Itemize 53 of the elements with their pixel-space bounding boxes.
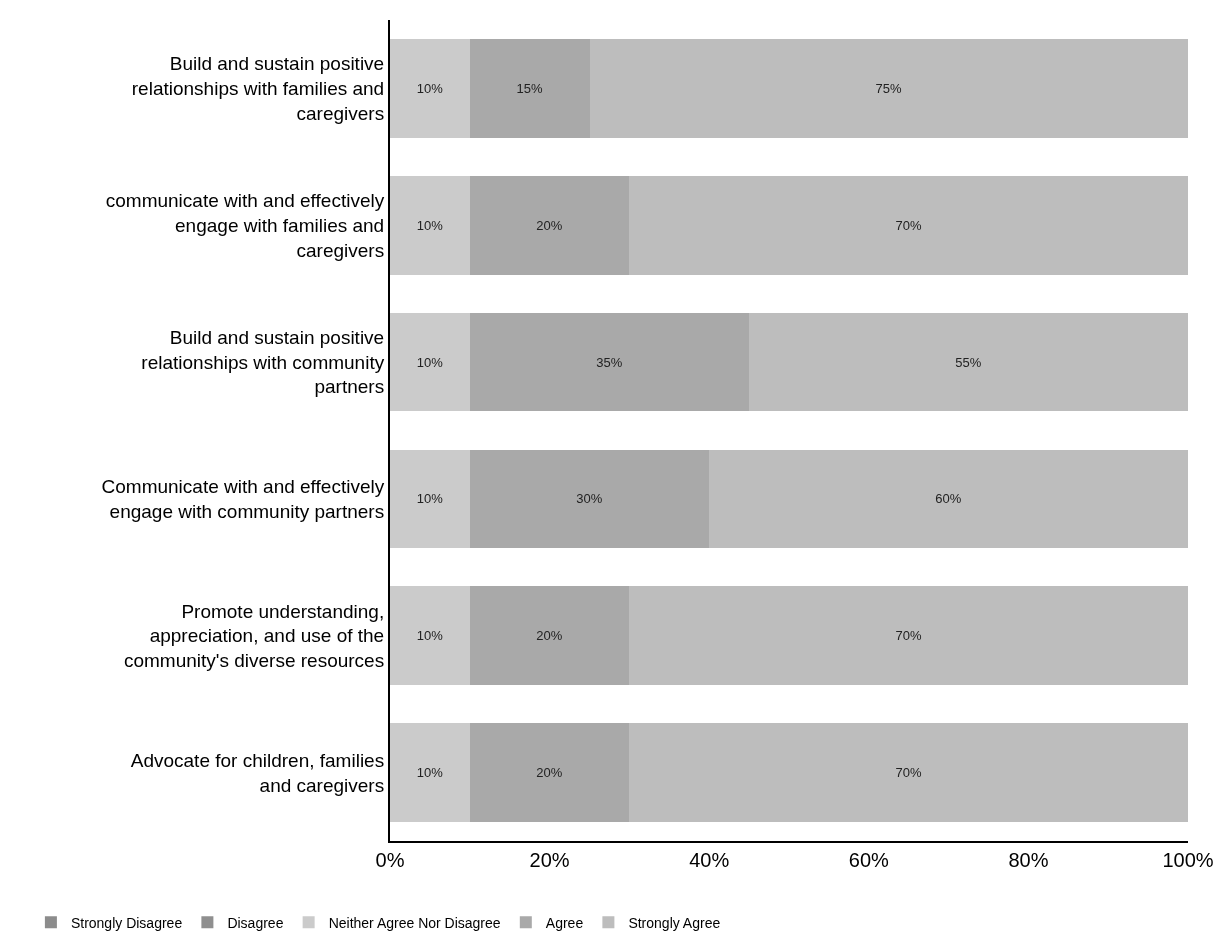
data-label: 10% [416, 80, 444, 96]
legend-label: Strongly Agree [628, 914, 721, 931]
legend-label: Neither Agree Nor Disagree [328, 914, 501, 931]
data-label: 60% [935, 491, 962, 507]
bar [709, 449, 1188, 549]
x-tick-label: 80% [1008, 849, 1049, 871]
data-label: 10% [416, 354, 444, 370]
data-label: 10% [416, 628, 444, 644]
bar [629, 723, 1188, 822]
bar [390, 586, 470, 686]
y-tick-label: communicate with and effectively engage with families and caregivers [105, 190, 385, 261]
x-tick-label: 20% [529, 849, 570, 871]
legend-label: Disagree [227, 914, 284, 931]
data-label: 70% [895, 217, 922, 233]
data-label: 20% [536, 765, 563, 781]
data-label: 10% [416, 765, 444, 781]
bar [629, 586, 1188, 686]
bar [469, 175, 630, 275]
bar [390, 39, 470, 138]
data-label: 70% [895, 765, 922, 781]
data-label: 75% [875, 80, 902, 96]
bar [469, 586, 630, 686]
y-tick-label: Promote understanding, appreciation, and use of the community's diverse resources [123, 600, 385, 672]
data-label: 20% [536, 628, 563, 644]
y-tick-label: Build and sustain positive relationships with families and caregivers [131, 53, 385, 124]
data-label: 10% [416, 217, 444, 233]
bar [390, 723, 470, 822]
data-label: 15% [516, 80, 543, 96]
bar [469, 312, 750, 412]
data-label: 70% [895, 628, 922, 644]
bar [469, 723, 630, 822]
data-label: 30% [576, 491, 603, 507]
bar [390, 175, 470, 275]
y-tick-label: Communicate with and effectively engage with community partners [101, 476, 385, 522]
x-tick-label: 40% [689, 849, 730, 871]
bar [390, 449, 470, 549]
legend-label: Agree [545, 914, 584, 931]
legend-label: Strongly Disagree [70, 914, 183, 931]
y-tick-label: Build and sustain positive relationships with community partners [141, 327, 385, 398]
x-tick-label: 100% [1162, 849, 1214, 871]
bar [589, 39, 1188, 138]
bar [749, 312, 1188, 412]
x-tick-label: 60% [848, 849, 890, 871]
data-label: 10% [416, 491, 444, 507]
bar [469, 449, 710, 549]
data-label: 20% [536, 217, 563, 233]
data-label: 55% [955, 354, 982, 370]
bar [629, 175, 1188, 275]
y-tick-label: Advocate for children, families and caregivers [130, 749, 385, 796]
bar [469, 39, 590, 138]
data-label: 35% [596, 354, 623, 370]
bar [390, 312, 470, 412]
x-tick-label: 0% [375, 849, 405, 871]
